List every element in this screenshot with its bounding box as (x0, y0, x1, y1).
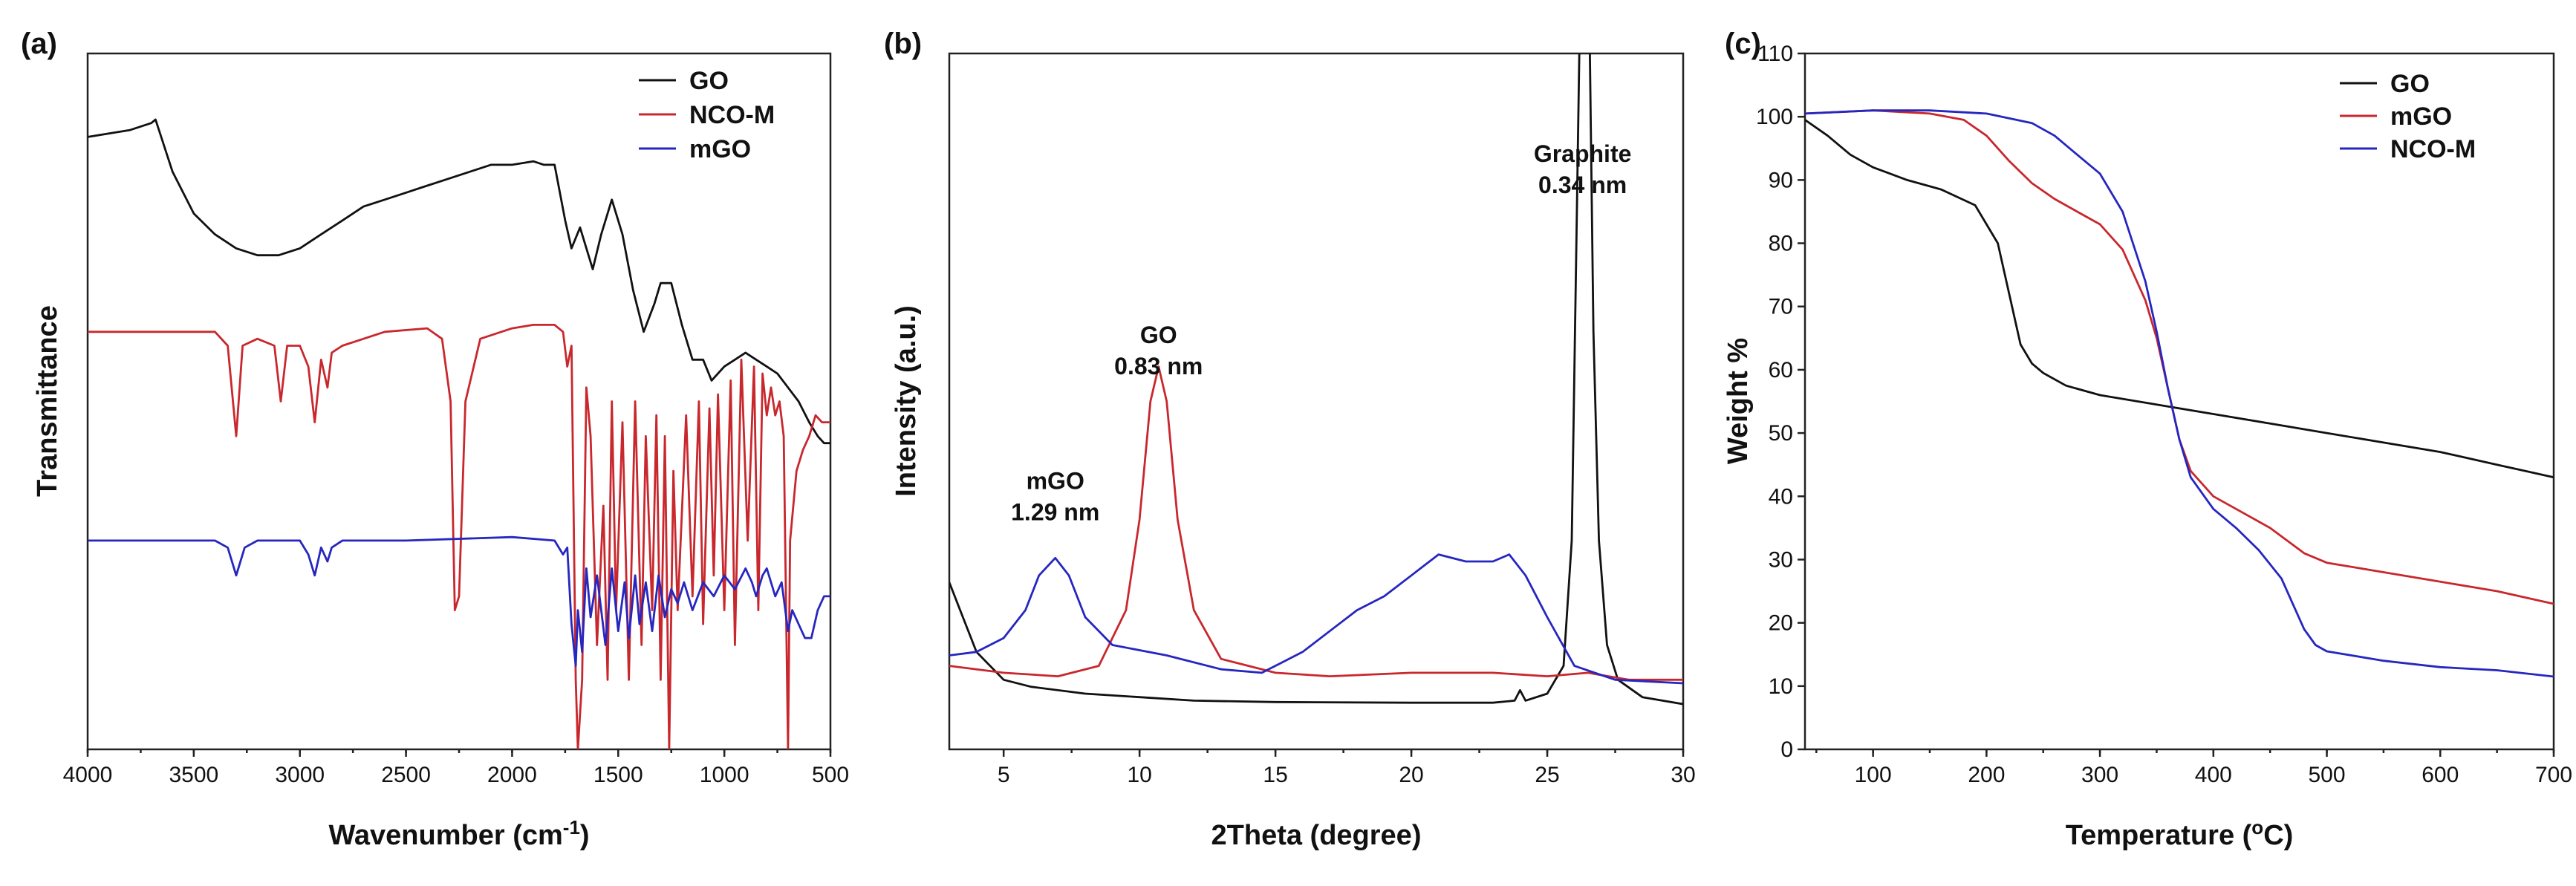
panel-c-x-tick-label: 400 (2195, 763, 2232, 787)
panel-c-y-tick-label: 80 (1769, 232, 1793, 256)
panel-c-legend: GO mGO NCO-M (2340, 70, 2476, 163)
panel-c-x-tick-label: 700 (2535, 763, 2572, 787)
panel-b-series (949, 53, 1683, 706)
panel-b-x-tick-label: 25 (1535, 763, 1559, 787)
panel-a-x-tick-label: 4000 (63, 763, 113, 787)
legend-label: GO (2390, 70, 2430, 98)
panel-b-plot-frame (948, 52, 1685, 751)
panel-c-ticks: 100 200 300 400 500 600 700 0 10 20 30 40 50 60 70 80 90… (1756, 42, 2572, 787)
panel-c-x-tick-label: 600 (2421, 763, 2459, 787)
panel-b-annotation: 1.29 nm (1011, 499, 1099, 526)
panel-b-annotation: 0.83 nm (1114, 353, 1203, 380)
panel-b-ticks: 5 10 15 20 25 30 (998, 749, 1696, 787)
panel-c-y-tick-label: 100 (1756, 105, 1793, 129)
panel-b-annotations: mGO 1.29 nm GO 0.83 nm Graphite 0.34 nm (1011, 140, 1631, 525)
panel-c-x-tick-label: 100 (1855, 763, 1892, 787)
legend-label: mGO (689, 135, 751, 163)
panel-a-series-go (88, 118, 830, 445)
panel-b-series-mgo (949, 553, 1683, 685)
panel-c-plot-frame (1803, 52, 2555, 751)
panel-a-x-tick-label: 3000 (275, 763, 325, 787)
panel-c-y-tick-label: 110 (1757, 42, 1793, 66)
panel-c-series-go (1805, 119, 2554, 479)
panel-c-y-tick-label: 20 (1769, 611, 1793, 636)
panel-b-xrd-chart: (b) 5 10 15 20 25 30 mGO 1.29 nm GO 0.83 nm Graph… (884, 27, 1696, 851)
panel-b-x-tick-label: 5 (998, 763, 1010, 787)
panel-b-series-graphite (949, 53, 1683, 706)
legend-label: NCO-M (689, 101, 775, 129)
panel-c-y-tick-label: 90 (1769, 168, 1793, 192)
panel-c-label: (c) (1725, 27, 1761, 60)
panel-a-x-tick-label: 1000 (700, 763, 749, 787)
panel-c-x-axis-label: Temperature (oC) (2066, 816, 2294, 851)
panel-a-x-tick-label: 1500 (593, 763, 643, 787)
panel-c-x-tick-label: 500 (2309, 763, 2346, 787)
panel-b-annotation: Graphite (1534, 140, 1632, 167)
panel-b-x-axis-label: 2Theta (degree) (1211, 820, 1422, 851)
panel-a-ticks: 4000 3500 3000 2500 2000 1500 1000 500 (63, 749, 849, 787)
panel-a-x-tick-label: 500 (812, 763, 849, 787)
panel-c-y-tick-label: 40 (1769, 484, 1793, 509)
panel-a-series (88, 118, 830, 749)
panel-b-x-tick-label: 10 (1127, 763, 1151, 787)
legend-label: GO (689, 67, 729, 95)
panel-a-series-mgo (88, 535, 830, 667)
panel-c-series-nco-m (1805, 109, 2554, 678)
panel-a-series-nco-m (88, 324, 830, 749)
panel-a-label: (a) (21, 27, 57, 60)
panel-c-tga-chart: (c) 100 200 300 400 500 600 700 0 10 20 30 40 50 60 70… (1723, 27, 2572, 851)
panel-c-y-tick-label: 0 (1780, 737, 1793, 762)
panel-c-y-tick-label: 70 (1769, 295, 1793, 319)
panel-c-y-tick-label: 30 (1769, 547, 1793, 572)
legend-label: NCO-M (2390, 135, 2476, 163)
panel-b-annotation: 0.34 nm (1538, 172, 1627, 198)
panel-b-annotation: GO (1140, 322, 1177, 348)
panel-b-x-tick-label: 15 (1263, 763, 1287, 787)
panel-a-x-tick-label: 2000 (487, 763, 537, 787)
panel-a-y-axis-label: Transmittance (32, 305, 63, 497)
panel-b-series-go (949, 365, 1683, 681)
panel-a-x-axis-label: Wavenumber (cm-1) (328, 816, 589, 851)
panel-c-y-axis-label: Weight % (1723, 338, 1754, 464)
panel-b-x-tick-label: 20 (1399, 763, 1423, 787)
panel-a-x-tick-label: 3500 (169, 763, 218, 787)
panel-c-y-tick-label: 10 (1769, 674, 1793, 699)
panel-c-x-tick-label: 300 (2081, 763, 2118, 787)
panel-b-y-axis-label: Intensity (a.u.) (891, 305, 922, 497)
panel-c-y-tick-label: 60 (1769, 358, 1793, 382)
panel-b-x-tick-label: 30 (1671, 763, 1695, 787)
panel-a-legend: GO NCO-M mGO (639, 67, 775, 163)
panel-c-y-tick-label: 50 (1769, 421, 1793, 446)
panel-a-ftir-chart: (a) 4000 3500 3000 2500 2000 1500 1000 500 GO NC… (21, 27, 849, 851)
panel-c-x-tick-label: 200 (1968, 763, 2005, 787)
panel-a-x-tick-label: 2500 (381, 763, 431, 787)
legend-label: mGO (2390, 102, 2452, 131)
panel-b-annotation: mGO (1027, 468, 1084, 495)
panel-c-series (1805, 109, 2554, 678)
panel-c-series-mgo (1805, 109, 2554, 605)
panel-b-label: (b) (884, 27, 922, 60)
